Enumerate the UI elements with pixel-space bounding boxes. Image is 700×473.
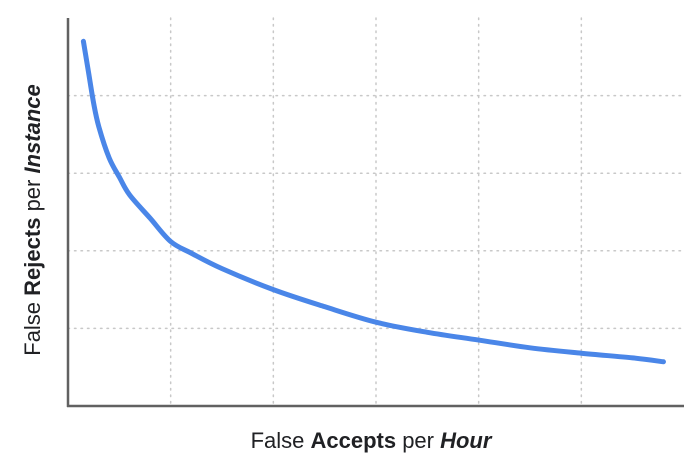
x-axis-title-part-1: False xyxy=(251,428,311,453)
y-axis-title: False Rejects per Instance xyxy=(20,84,45,356)
series-group xyxy=(80,38,666,365)
x-axis-title-part-4: Hour xyxy=(440,428,493,453)
y-axis-title-part-4: Instance xyxy=(20,84,45,173)
y-axis-title-part-3: per xyxy=(20,174,45,218)
x-axis-title-part-2: Accepts xyxy=(310,428,396,453)
y-axis-title-part-1: False xyxy=(20,296,45,356)
x-axis-title-part-3: per xyxy=(396,428,440,453)
gridlines xyxy=(67,17,685,407)
series-line-1 xyxy=(80,38,666,365)
y-axis-title-part-2: Rejects xyxy=(20,218,45,296)
x-axis-title: False Accepts per Hour xyxy=(251,428,493,453)
